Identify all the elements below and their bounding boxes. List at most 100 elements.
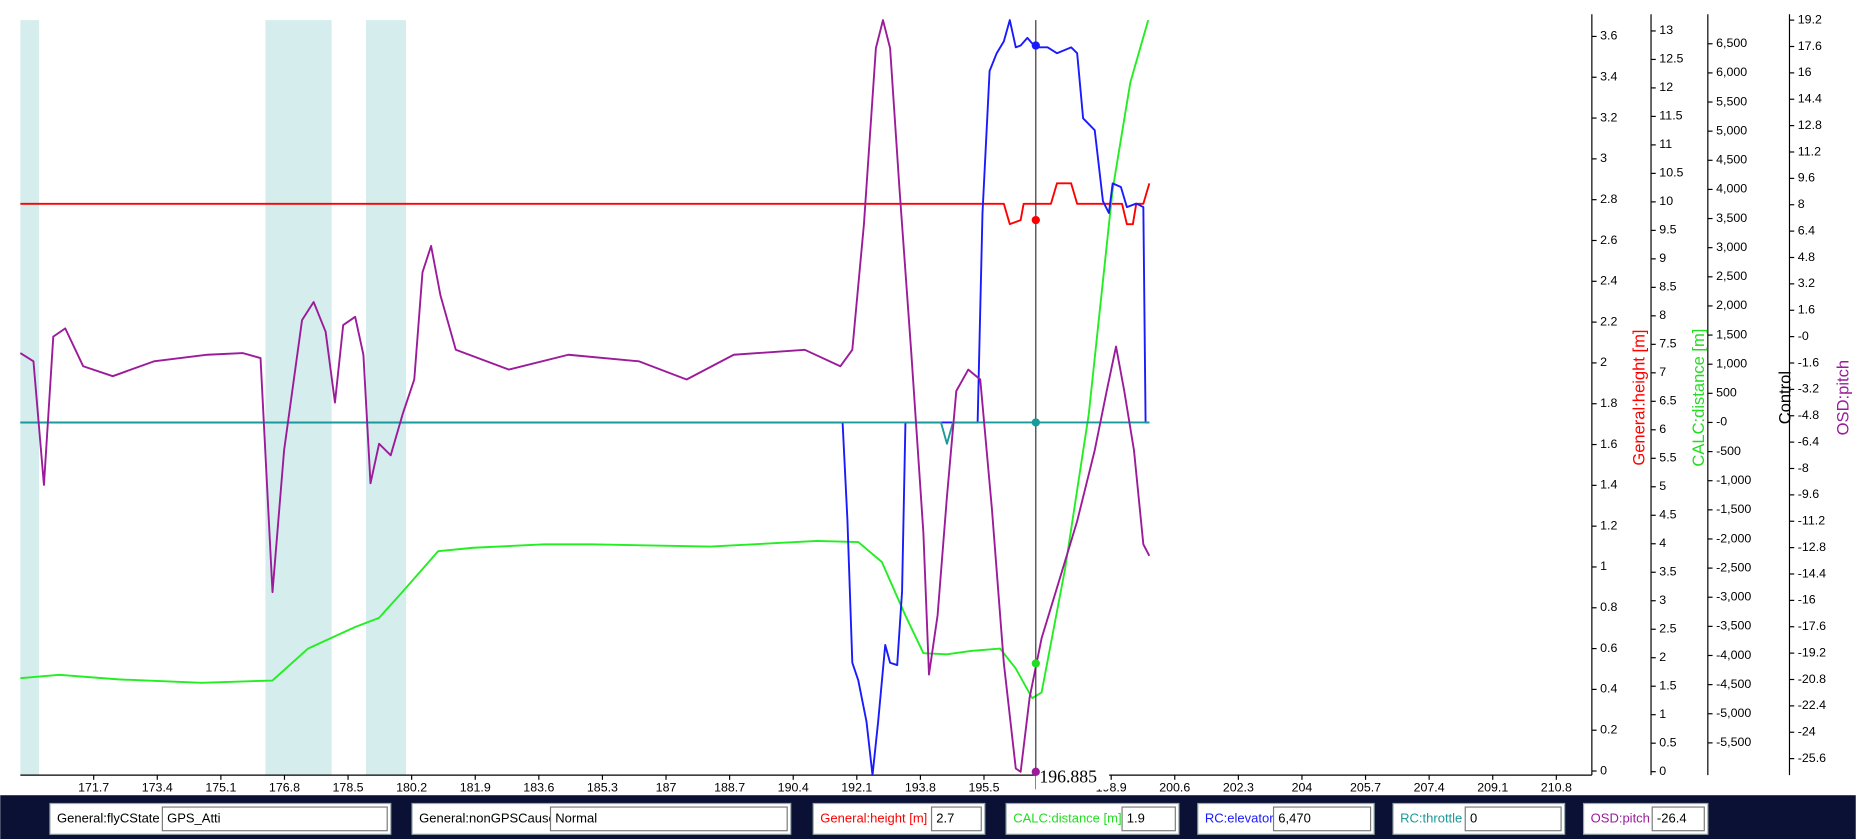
y-tick-label: -3.2 (1798, 382, 1819, 396)
y-tick-label: 0.8 (1600, 600, 1617, 614)
y-tick-label: 7 (1659, 365, 1666, 379)
cursor-dot (1031, 41, 1040, 50)
readout-value: GPS_Atti (167, 810, 221, 825)
y-tick-label: 3.2 (1600, 110, 1617, 124)
y-tick-label: -0 (1798, 329, 1809, 343)
y-tick-label: 3.5 (1659, 565, 1676, 579)
readout-value: 6,470 (1278, 810, 1311, 825)
y-tick-label: 6 (1659, 422, 1666, 436)
x-tick-label: 176.8 (269, 780, 300, 794)
readout-value: -26.4 (1657, 810, 1687, 825)
y-tick-label: 6.4 (1798, 223, 1815, 237)
readout-field[interactable] (1272, 806, 1372, 832)
y-tick-label: 7.5 (1659, 337, 1676, 351)
y-tick-label: 1,500 (1716, 327, 1747, 341)
y-tick-label: 1,000 (1716, 356, 1747, 370)
y-tick-label: 14.4 (1798, 92, 1822, 106)
x-tick-label: 192.1 (841, 780, 872, 794)
y-tick-label: 3.6 (1600, 29, 1617, 43)
axis-title: Control (1775, 371, 1794, 424)
series-line (20, 421, 1150, 445)
x-tick-label: 209.1 (1477, 780, 1508, 794)
readout-label: RC:throttle (1400, 810, 1462, 825)
y-tick-label: 11 (1659, 137, 1672, 151)
y-tick-label: 2,000 (1716, 298, 1747, 312)
y-tick-label: 1.4 (1600, 478, 1617, 492)
y-tick-label: 0.6 (1600, 641, 1617, 655)
y-tick-label: -4,000 (1716, 648, 1751, 662)
y-tick-label: 12.5 (1659, 52, 1683, 66)
readout-field[interactable] (161, 806, 388, 832)
y-tick-label: 3 (1600, 151, 1607, 165)
y-tick-label: 0.4 (1600, 682, 1617, 696)
x-tick-label: 195.5 (968, 780, 999, 794)
y-tick-label: 4,500 (1716, 153, 1747, 167)
y-tick-label: 3,500 (1716, 211, 1747, 225)
y-tick-label: 12 (1659, 80, 1673, 94)
readout-value: 2.7 (936, 810, 954, 825)
y-tick-label: -12.8 (1798, 540, 1826, 554)
y-tick-label: 8 (1798, 197, 1805, 211)
y-tick-label: 9.5 (1659, 223, 1676, 237)
readout-value: 1.9 (1127, 810, 1145, 825)
x-tick-label: 188.7 (714, 780, 745, 794)
x-tick-label: 190.4 (778, 780, 809, 794)
readout-field[interactable] (1651, 806, 1705, 832)
y-tick-label: 3 (1659, 593, 1666, 607)
y-tick-label: 2 (1600, 355, 1607, 369)
x-tick-label: 180.2 (396, 780, 427, 794)
y-tick-label: 4 (1659, 536, 1666, 550)
y-tick-label: -6.4 (1798, 434, 1819, 448)
y-tick-label: -1,500 (1716, 502, 1751, 516)
x-tick-label: 204 (1292, 780, 1313, 794)
y-tick-label: 1.6 (1600, 437, 1617, 451)
state-band (366, 20, 407, 776)
readout-field[interactable] (1121, 806, 1176, 832)
y-tick-label: 3,000 (1716, 240, 1747, 254)
y-tick-label: 4,000 (1716, 182, 1747, 196)
y-tick-label: 9 (1659, 251, 1666, 265)
y-tick-label: -500 (1716, 444, 1741, 458)
readout-field[interactable] (930, 806, 982, 832)
y-tick-label: -17.6 (1798, 619, 1826, 633)
y-tick-label: -16 (1798, 593, 1816, 607)
y-tick-label: -1.6 (1798, 355, 1819, 369)
y-tick-label: 1.5 (1659, 678, 1676, 692)
y-tick-label: 5,500 (1716, 94, 1747, 108)
x-tick-label: 200.6 (1159, 780, 1190, 794)
cursor-label: 196.885 (1039, 767, 1097, 787)
cursor-dot (1031, 215, 1040, 225)
axis-title: OSD:pitch (1833, 360, 1852, 435)
y-tick-label: 5,000 (1716, 123, 1747, 137)
y-tick-label: 11.5 (1659, 109, 1682, 123)
y-tick-label: 3.4 (1600, 70, 1617, 84)
state-band (20, 20, 40, 776)
cursor-dot (1031, 418, 1040, 427)
y-tick-label: -4,500 (1716, 677, 1751, 691)
readout-field[interactable] (1464, 806, 1562, 832)
y-tick-label: 0 (1659, 764, 1666, 778)
y-tick-label: 4.5 (1659, 508, 1676, 522)
readout-field[interactable] (549, 806, 788, 832)
readout-label: RC:elevator (1205, 810, 1274, 825)
y-tick-label: 1.2 (1600, 518, 1617, 532)
y-tick-label: 19.2 (1798, 12, 1822, 26)
readout-label: CALC:distance [m] (1013, 810, 1121, 825)
y-tick-label: -4.8 (1798, 408, 1819, 422)
y-tick-label: -2,000 (1716, 531, 1751, 545)
x-tick-label: 178.5 (333, 780, 364, 794)
y-tick-label: 8 (1659, 308, 1666, 322)
y-tick-label: -0 (1716, 415, 1727, 429)
x-tick-label: 187 (656, 780, 677, 794)
readout-label: General:nonGPSCause (419, 810, 556, 825)
y-tick-label: -3,000 (1716, 590, 1751, 604)
y-tick-label: 500 (1716, 386, 1737, 400)
x-tick-label: 171.7 (78, 780, 109, 794)
readout-label: General:flyCState (57, 810, 160, 825)
state-band (265, 20, 332, 776)
y-tick-label: -24 (1798, 725, 1816, 739)
y-tick-label: 6,000 (1716, 65, 1747, 79)
y-tick-label: 0 (1600, 763, 1607, 777)
y-tick-label: -1,000 (1716, 473, 1751, 487)
